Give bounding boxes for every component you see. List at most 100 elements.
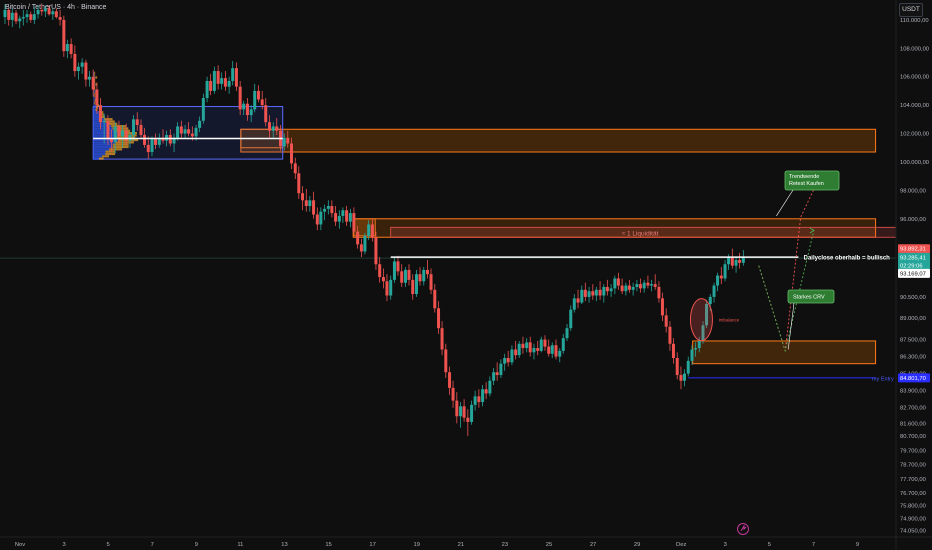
y-tick-label: 98.000,00: [900, 188, 926, 194]
candle-body: [198, 120, 202, 128]
y-tick-label: 102.000,00: [900, 132, 929, 138]
x-tick-label: 15: [325, 542, 331, 548]
volume-bar-value: [93, 104, 97, 107]
candle-body: [583, 289, 587, 297]
candle-body: [95, 89, 99, 106]
candle-body: [54, 11, 58, 18]
candle-body: [462, 406, 466, 418]
candle-body: [43, 8, 47, 12]
zones-layer: ≈ 1 Liquidität: [0, 128, 897, 365]
candle-body: [146, 144, 150, 153]
candle-body: [613, 278, 617, 289]
x-tick-label: 19: [413, 542, 419, 548]
candle-body: [341, 210, 345, 216]
y-tick-label: 83.900,00: [900, 389, 926, 395]
candle-body: [701, 325, 705, 341]
x-tick-label: 7: [812, 542, 815, 548]
candle-body: [223, 78, 227, 87]
candle-body: [245, 103, 249, 116]
volume-profile: [92, 71, 284, 160]
candle-body: [705, 304, 709, 326]
volume-bar-value: [93, 125, 112, 128]
candle-body: [187, 129, 191, 134]
candle-body: [605, 286, 609, 292]
candle-body: [334, 213, 338, 222]
volume-bar-value: [111, 125, 126, 128]
x-tick-label: 11: [237, 542, 243, 548]
candle-body: [539, 339, 543, 351]
x-tick-label: 23: [502, 542, 508, 548]
candle-body: [367, 224, 371, 236]
candle-body: [315, 214, 319, 225]
y-tick-label: 86.300,00: [900, 355, 926, 361]
candle-body: [587, 291, 591, 297]
candle-body: [572, 298, 576, 310]
candle-body: [466, 417, 470, 422]
currency-unit-button[interactable]: USDT: [899, 3, 923, 17]
candle-body: [598, 289, 602, 296]
candle-body: [381, 277, 385, 282]
volume-bar-value: [93, 145, 113, 149]
candle-body: [143, 134, 147, 145]
candle-body: [503, 358, 507, 364]
volume-bar-value: [93, 106, 96, 109]
candle-body: [543, 339, 547, 347]
y-tick-label: 77.700,00: [900, 477, 926, 483]
candle-body: [481, 389, 485, 403]
candle-body: [293, 163, 297, 174]
volume-bar-value: [105, 152, 116, 156]
candle-body: [297, 173, 301, 194]
x-tick-label: 25: [546, 542, 552, 548]
candle-body: [194, 127, 198, 137]
candle-body: [708, 296, 712, 305]
candle-body: [495, 372, 499, 376]
candle-body: [323, 208, 327, 212]
candle-body: [352, 213, 356, 232]
candle-body: [275, 126, 279, 131]
candle-body: [716, 275, 720, 286]
note-starkes-pointer: [787, 302, 795, 350]
candle-body: [374, 237, 378, 265]
candle-body: [565, 328, 569, 339]
price-badge-label: 93.892,31: [900, 247, 926, 253]
candle-body: [337, 215, 341, 222]
candle-body: [411, 279, 415, 295]
candle-body: [84, 62, 88, 80]
candle-body: [459, 406, 463, 417]
candle-body: [694, 348, 698, 350]
price-badge-label: 93.285,41: [900, 255, 926, 261]
candle-body: [113, 126, 117, 143]
candle-body: [62, 19, 66, 52]
liquidity-label: ≈ 1 Liquidität: [622, 230, 659, 237]
x-tick-label: 13: [281, 542, 287, 548]
volume-bar-value: [115, 141, 134, 144]
candle-body: [58, 17, 62, 20]
candle-body: [403, 269, 407, 283]
candle-body: [484, 389, 488, 394]
candle-body: [697, 340, 701, 349]
volume-bar-value: [94, 101, 96, 105]
candle-body: [671, 343, 675, 358]
candle-body: [209, 80, 213, 91]
candle-body: [150, 139, 154, 153]
x-tick-label: 3: [62, 542, 65, 548]
candle-body: [668, 326, 672, 344]
candle-body: [32, 14, 36, 20]
entry-label: my Entry: [872, 376, 894, 382]
candle-body: [631, 286, 635, 290]
candle-body: [679, 375, 683, 381]
x-tick-label: 5: [107, 542, 110, 548]
candle-body: [117, 126, 121, 137]
volume-bar-value: [93, 118, 104, 121]
candle-body: [624, 285, 628, 292]
candle-body: [124, 130, 128, 141]
volume-bar-value: [94, 92, 96, 95]
candle-body: [730, 257, 734, 266]
volume-bar-value: [93, 113, 100, 116]
x-axis[interactable]: Nov 3 5 7 9 11 13 15 17 19 21 23 25 27 29 Dez 3 5 7 9: [15, 542, 859, 548]
price-badge-bg: [898, 252, 930, 262]
volume-bar-value: [93, 71, 95, 74]
chart-title: Bitcoin / TetherUS · 4h · Binance: [5, 4, 107, 11]
